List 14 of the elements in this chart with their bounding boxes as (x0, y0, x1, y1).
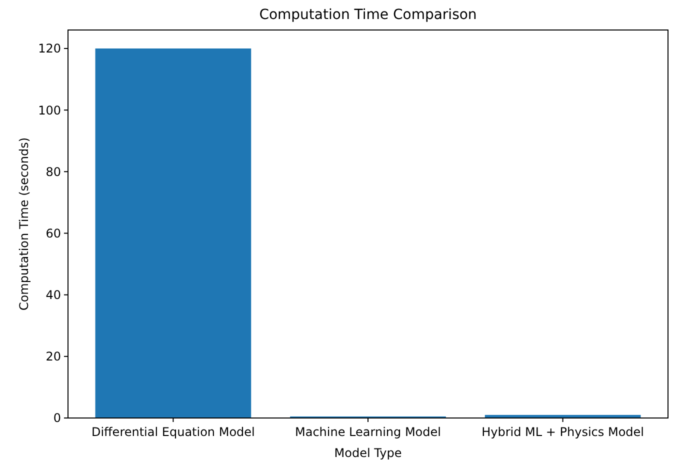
y-tick-label: 100 (38, 103, 61, 118)
bar (95, 48, 252, 418)
y-tick-label: 20 (46, 350, 61, 364)
x-tick-label: Differential Equation Model (91, 425, 255, 439)
y-tick-label: 120 (38, 42, 61, 56)
x-axis-title: Model Type (334, 446, 402, 460)
chart-title: Computation Time Comparison (259, 7, 477, 23)
y-tick-label: 80 (46, 164, 61, 179)
y-tick-label: 40 (46, 288, 61, 302)
x-tick-label: Hybrid ML + Physics Model (482, 425, 644, 439)
x-tick-label: Machine Learning Model (295, 425, 441, 439)
y-axis-title: Computation Time (seconds) (17, 137, 31, 311)
y-tick-label: 60 (46, 226, 61, 240)
y-tick-label: 0 (53, 411, 61, 426)
